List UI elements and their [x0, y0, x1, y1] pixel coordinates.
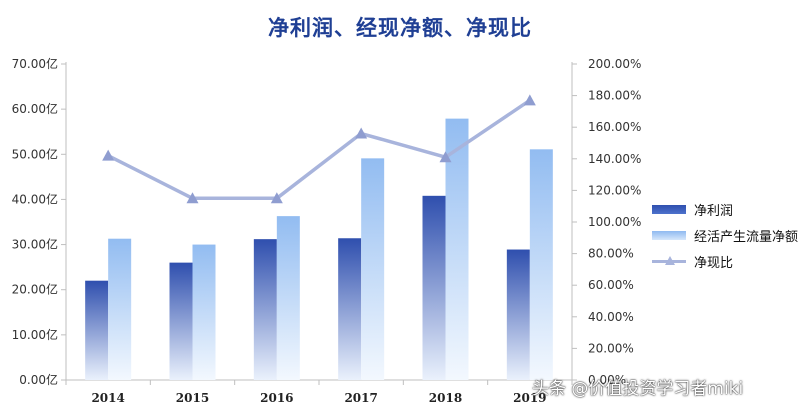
x-tick-label: 2018 — [429, 391, 462, 405]
legend: 净利润 经活产生流量净额 净现比 — [652, 196, 798, 274]
legend-swatch-cash-ratio — [652, 255, 686, 266]
point-cash-ratio — [355, 127, 368, 139]
y-left-tick-label: 30.00亿 — [12, 237, 58, 252]
bar-operating-cash-flow — [108, 238, 132, 380]
bar-net-profit — [253, 239, 277, 380]
y-right-tick-label: 20.00% — [588, 341, 634, 355]
y-left-tick-label: 20.00亿 — [12, 282, 58, 297]
legend-label-operating-cash-flow: 经活产生流量净额 — [694, 229, 799, 245]
y-left-tick-label: 40.00亿 — [12, 191, 58, 206]
bar-operating-cash-flow — [276, 216, 300, 380]
point-cash-ratio — [439, 151, 452, 163]
x-tick-label: 2017 — [344, 391, 377, 405]
point-cash-ratio — [102, 149, 115, 161]
x-tick-label: 2019 — [513, 391, 546, 405]
line-cash-ratio — [107, 98, 531, 201]
y-right-tick-label: 100.00% — [588, 215, 641, 229]
bar-net-profit — [506, 249, 530, 380]
y-right-tick-label: 180.00% — [588, 89, 641, 103]
bar-net-profit — [169, 262, 193, 380]
legend-item-net-profit: 净利润 — [652, 196, 798, 222]
y-left-tick-label: 10.00亿 — [12, 327, 58, 342]
legend-label-net-profit: 净利润 — [694, 203, 734, 219]
bar-operating-cash-flow — [361, 158, 385, 380]
y-right-tick-label: 140.00% — [588, 152, 641, 166]
bar-net-profit — [422, 195, 446, 380]
bar-net-profit — [338, 238, 362, 380]
y-left-tick-label: 70.00亿 — [12, 56, 58, 71]
point-cash-ratio — [523, 94, 536, 106]
x-tick-label: 2015 — [176, 391, 209, 405]
bar-operating-cash-flow — [445, 118, 469, 380]
point-cash-ratio — [270, 192, 283, 204]
y-right-tick-label: 40.00% — [588, 310, 634, 324]
y-right-tick-label: 80.00% — [588, 247, 634, 261]
legend-swatch-net-profit — [652, 204, 686, 214]
legend-item-operating-cash-flow: 经活产生流量净额 — [652, 222, 798, 248]
y-left-tick-label: 0.00亿 — [19, 372, 58, 387]
legend-swatch-operating-cash-flow — [652, 230, 686, 240]
y-right-tick-label: 120.00% — [588, 183, 641, 197]
y-right-tick-label: 60.00% — [588, 278, 634, 292]
bar-operating-cash-flow — [192, 244, 216, 380]
x-tick-label: 2016 — [260, 391, 293, 405]
legend-item-cash-ratio: 净现比 — [652, 248, 798, 274]
legend-label-cash-ratio: 净现比 — [694, 255, 734, 271]
chart-title: 净利润、经现净额、净现比 — [268, 16, 532, 40]
bar-net-profit — [85, 280, 109, 380]
y-left-tick-label: 60.00亿 — [12, 101, 58, 116]
y-right-tick-label: 0.00% — [588, 373, 626, 387]
bar-operating-cash-flow — [529, 149, 553, 380]
x-tick-label: 2014 — [91, 391, 124, 405]
y-right-tick-label: 160.00% — [588, 120, 641, 134]
watermark: 头条 @价值投资学习者miki — [532, 379, 744, 399]
point-cash-ratio — [186, 192, 199, 204]
y-right-tick-label: 200.00% — [588, 57, 641, 71]
y-left-tick-label: 50.00亿 — [12, 146, 58, 161]
